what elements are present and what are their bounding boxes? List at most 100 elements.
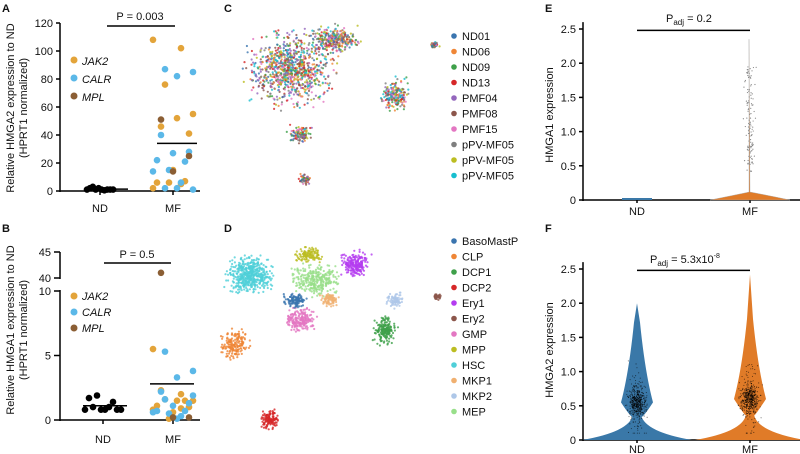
c-umap-point <box>278 79 281 82</box>
c-umap-point <box>267 70 270 74</box>
d-umap-point <box>231 352 234 355</box>
c-umap-point <box>393 95 396 98</box>
c-umap-point <box>312 73 315 76</box>
f-point-nd <box>635 379 637 382</box>
c-umap-point <box>292 138 295 141</box>
c-umap-point <box>317 40 320 43</box>
f-point-nd <box>641 408 643 410</box>
a-point-mf-mpl <box>185 152 193 160</box>
c-umap-point <box>314 65 317 68</box>
b-ytick-label: 45 <box>39 247 51 259</box>
d-umap-point <box>242 269 245 272</box>
c-umap-point <box>296 101 299 104</box>
c-umap-point <box>297 90 300 93</box>
f-point-mf <box>753 403 755 405</box>
d-umap-point <box>237 284 240 287</box>
c-umap-point <box>252 61 255 64</box>
c-umap-point <box>351 40 354 43</box>
d-umap-point <box>238 267 241 270</box>
f-point-mf <box>746 384 748 386</box>
f-violin-nd <box>582 303 692 440</box>
f-point-nd <box>633 411 635 413</box>
d-umap-point <box>239 342 242 345</box>
d-umap-point <box>225 279 228 282</box>
c-umap-point <box>319 34 322 37</box>
c-umap-point <box>275 79 278 82</box>
d-umap-point <box>294 313 297 317</box>
c-umap-point <box>336 41 339 44</box>
a-point-mf-jak2 <box>149 184 157 192</box>
d-umap-point <box>250 264 253 268</box>
d-umap-point <box>234 335 237 338</box>
c-umap-point <box>273 87 276 90</box>
f-point-nd <box>636 403 638 405</box>
d-umap-point <box>228 345 231 348</box>
c-umap-point <box>271 67 274 71</box>
f-point-nd <box>642 404 644 406</box>
c-umap-point <box>324 81 327 85</box>
c-umap-point <box>289 82 292 85</box>
c-legend-label: ND13 <box>462 78 490 90</box>
d-umap-point <box>239 344 242 347</box>
d-umap-point <box>395 304 398 307</box>
f-point-mf <box>739 389 741 391</box>
c-umap-point <box>296 131 299 134</box>
d-umap-point <box>237 336 240 339</box>
d-umap-point <box>315 315 319 318</box>
e-point-mf <box>747 74 749 77</box>
c-umap-point <box>311 63 314 66</box>
c-umap-point <box>285 69 288 72</box>
d-umap-point <box>387 319 390 322</box>
d-umap-point <box>353 270 356 273</box>
c-umap-point <box>285 99 288 102</box>
c-umap-point <box>275 95 278 98</box>
d-umap-point <box>290 294 293 297</box>
f-point-nd <box>631 398 633 401</box>
f-point-mf <box>749 396 751 398</box>
c-umap-point <box>254 80 258 83</box>
f-point-mf <box>755 393 757 396</box>
c-umap-point <box>304 81 307 84</box>
c-umap-point <box>337 43 340 46</box>
d-umap-point <box>297 271 300 274</box>
d-umap-point <box>321 294 324 297</box>
d-umap-point <box>304 279 307 282</box>
d-umap-point <box>308 318 311 321</box>
b-point-mf-calr <box>149 408 157 416</box>
c-umap-point <box>309 132 312 136</box>
e-point-mf <box>747 100 750 102</box>
f-point-mf <box>754 389 756 391</box>
c-umap-point <box>275 54 278 57</box>
c-legend-marker <box>451 95 457 101</box>
f-point-mf <box>752 394 754 396</box>
d-umap-point <box>239 273 242 276</box>
c-umap-point <box>277 33 280 37</box>
c-umap-point <box>299 131 302 135</box>
c-umap-point <box>401 103 404 106</box>
f-point-mf <box>754 401 756 403</box>
f-point-nd <box>640 397 642 399</box>
e-point-mf <box>747 146 749 148</box>
d-umap-point <box>303 250 306 253</box>
d-umap-point <box>321 285 324 288</box>
f-point-nd <box>634 393 636 395</box>
d-umap-point <box>237 270 240 274</box>
f-point-nd <box>631 399 633 401</box>
e-point-mf <box>747 69 749 71</box>
d-umap-point <box>359 263 362 266</box>
f-point-nd <box>640 411 642 413</box>
a-xtick-nd: ND <box>92 203 108 215</box>
d-umap-point <box>262 285 265 288</box>
f-ylabel: HMGA2 expression <box>544 302 556 397</box>
c-umap-point <box>302 174 305 177</box>
d-umap-point <box>366 261 369 264</box>
c-umap-point <box>251 71 254 74</box>
d-umap-point <box>232 281 235 284</box>
d-umap-point <box>245 257 248 260</box>
d-umap-point <box>225 270 228 273</box>
d-umap-point <box>242 270 245 273</box>
c-umap-point <box>395 96 398 99</box>
c-umap-point <box>329 42 332 45</box>
d-umap-point <box>263 414 266 417</box>
f-point-nd <box>636 393 639 395</box>
